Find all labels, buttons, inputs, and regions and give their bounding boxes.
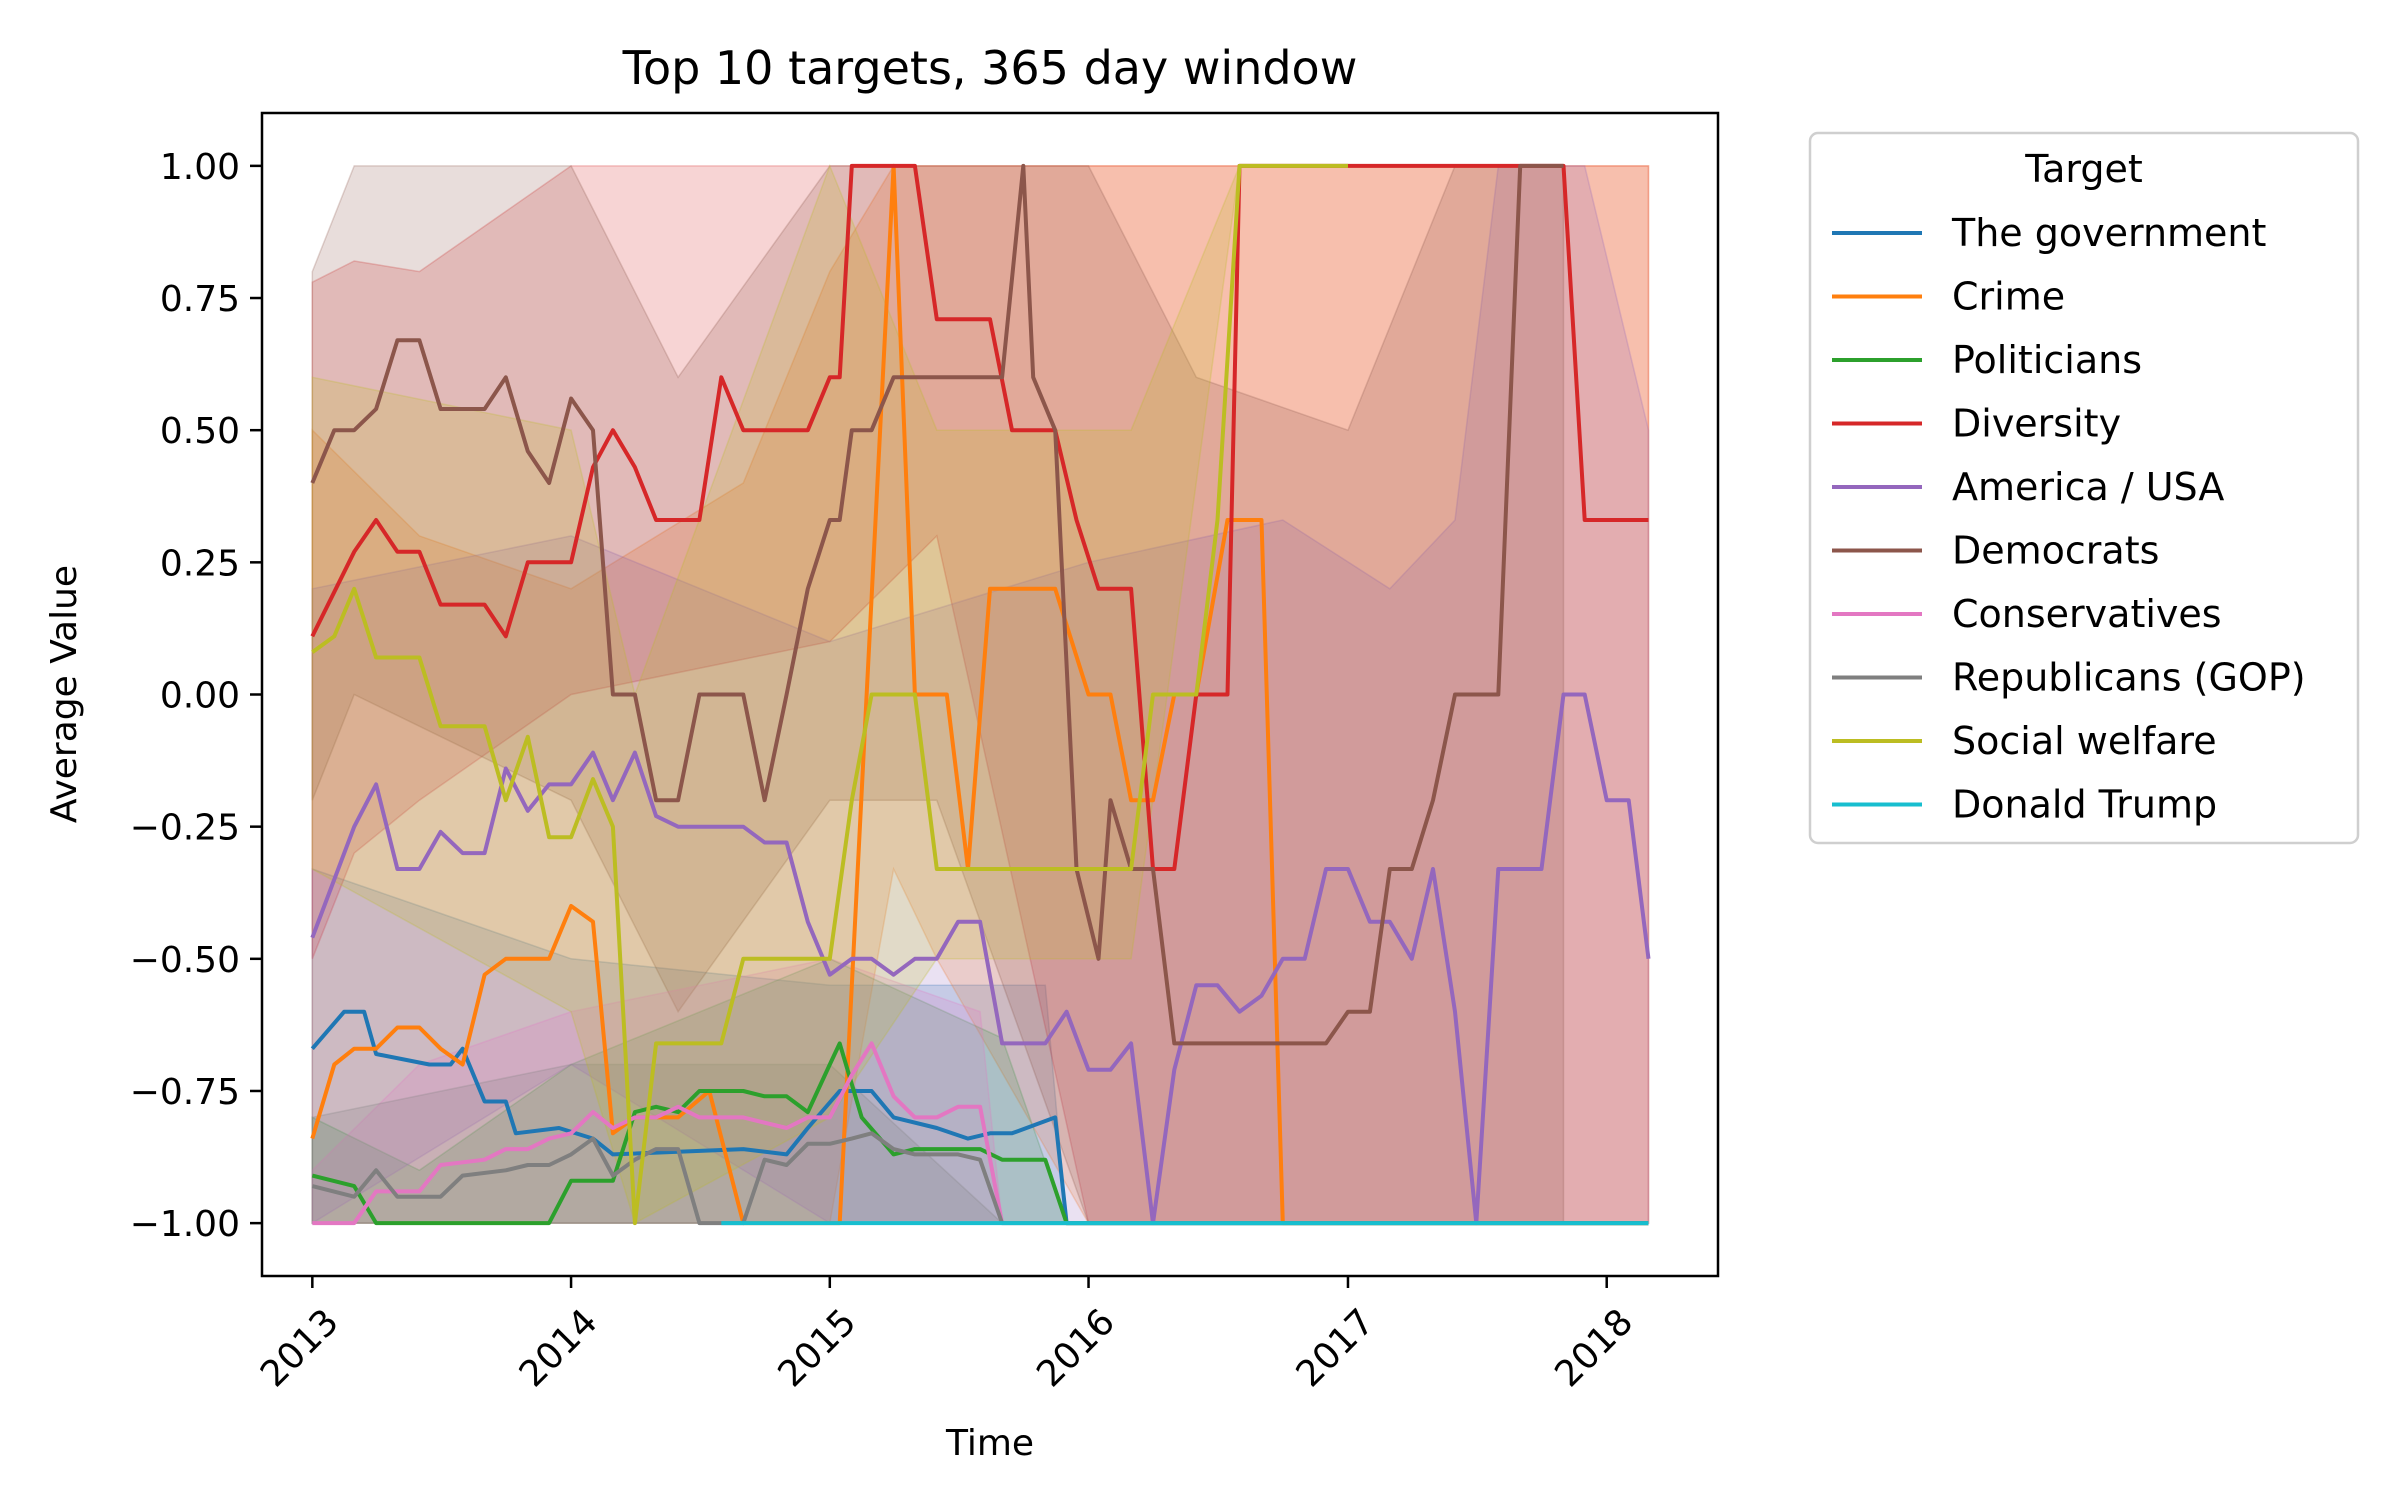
x-axis: 2013 2014 2015 2016 2017 2018: [253, 1276, 1641, 1395]
x-tick-label: 2013: [253, 1301, 347, 1395]
legend-label-conservatives: Conservatives: [1952, 592, 2222, 636]
x-axis-label: Time: [945, 1423, 1034, 1464]
y-axis-label: Average Value: [44, 565, 85, 823]
legend-title: Target: [2024, 147, 2143, 191]
legend-label-democrats: Democrats: [1952, 529, 2159, 573]
legend-label-donald-trump: Donald Trump: [1952, 783, 2217, 827]
x-tick-label: 2015: [770, 1301, 864, 1395]
y-tick-label: −1.00: [130, 1204, 240, 1245]
series-line-diversity: [310, 163, 1649, 871]
y-axis: 1.00 0.75 0.50 0.25 0.00 −0.25 −0.50 −0.75 −1.00: [130, 147, 262, 1245]
x-tick-label: 2016: [1029, 1301, 1123, 1395]
legend-label-the-government: The government: [1951, 211, 2266, 255]
x-tick-label: 2014: [512, 1301, 606, 1395]
legend-items: The government Crime Politicians Diversity A…: [1832, 211, 2306, 827]
series-line-social-welfare: [311, 163, 1348, 1226]
x-tick-label: 2017: [1289, 1301, 1383, 1395]
series-lines: [310, 163, 1651, 1226]
series-line-republicans-gop: [311, 1131, 1649, 1226]
series-line-america-usa: [310, 692, 1651, 1226]
chart-title: Top 10 targets, 365 day window: [622, 41, 1358, 95]
y-tick-label: 1.00: [160, 147, 240, 188]
legend-label-crime: Crime: [1952, 275, 2065, 319]
series-line-democrats: [310, 163, 1564, 1046]
y-tick-label: −0.25: [130, 808, 240, 849]
legend-label-social-welfare: Social welfare: [1952, 719, 2217, 763]
y-tick-label: 0.25: [160, 543, 240, 584]
y-tick-label: −0.50: [130, 940, 240, 981]
series-line-politicians: [311, 1041, 1649, 1226]
y-tick-label: 0.75: [160, 279, 240, 320]
y-tick-label: 0.00: [160, 676, 240, 717]
legend-label-diversity: Diversity: [1952, 402, 2121, 446]
legend-box: [1808, 131, 2360, 845]
legend-label-politicians: Politicians: [1952, 338, 2142, 382]
legend-label-america-usa: America / USA: [1952, 465, 2224, 509]
legend-label-republicans-gop: Republicans (GOP): [1952, 656, 2306, 700]
legend: Target The government Crime Politicians Div…: [1808, 131, 2360, 845]
y-tick-label: 0.50: [160, 411, 240, 452]
y-tick-label: −0.75: [130, 1072, 240, 1113]
series-line-conservatives: [312, 1041, 1005, 1226]
x-tick-label: 2018: [1547, 1301, 1641, 1395]
